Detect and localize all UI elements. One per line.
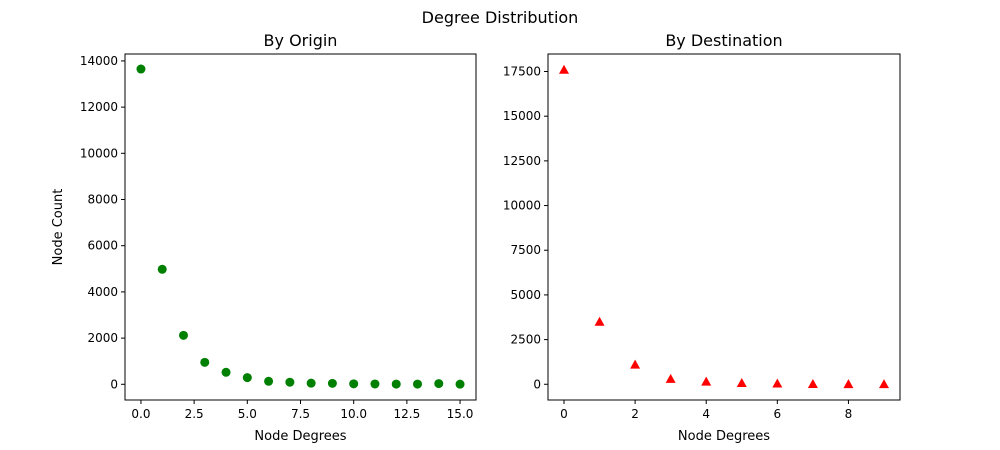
destination-x-tick-label: 2 <box>631 407 639 421</box>
origin-data-point <box>455 379 465 389</box>
origin-data-point <box>200 357 210 367</box>
origin-y-tick-label: 12000 <box>80 100 118 114</box>
origin-x-axis-label: Node Degrees <box>254 429 346 444</box>
origin-data-point <box>136 64 146 74</box>
destination-x-tick-label: 4 <box>702 407 710 421</box>
origin-x-tick-label: 12.5 <box>394 407 421 421</box>
destination-y-tick-label: 10000 <box>503 199 541 213</box>
origin-data-point <box>242 373 252 383</box>
origin-x-tick-label: 7.5 <box>291 407 310 421</box>
destination-x-tick-label: 6 <box>774 407 782 421</box>
destination-x-axis-label: Node Degrees <box>678 429 770 444</box>
destination-y-tick-label: 2500 <box>510 333 541 347</box>
origin-x-tick-label: 15.0 <box>447 407 474 421</box>
destination-y-tick-label: 0 <box>533 377 541 391</box>
destination-y-tick-label: 5000 <box>510 288 541 302</box>
origin-data-point <box>370 379 380 389</box>
destination-panel-title: By Destination <box>665 31 782 50</box>
origin-x-tick-label: 2.5 <box>185 407 204 421</box>
by-destination-panel: By Destination 0 2 4 6 8 0 2500 5000 7500 10000 125… <box>503 31 901 444</box>
destination-x-tick-label: 0 <box>560 407 568 421</box>
origin-y-tick-label: 2000 <box>87 331 118 345</box>
destination-y-tick-label: 12500 <box>503 154 541 168</box>
origin-data-point <box>221 367 231 377</box>
destination-y-tick-label: 17500 <box>503 65 541 79</box>
origin-data-point <box>285 377 295 387</box>
origin-y-tick-label: 10000 <box>80 146 118 160</box>
origin-y-axis-label: Node Count <box>51 189 66 266</box>
figure-title: Degree Distribution <box>422 8 579 27</box>
origin-x-tick-label: 5.0 <box>238 407 257 421</box>
origin-y-tick-label: 14000 <box>80 54 118 68</box>
destination-data-point <box>807 379 818 389</box>
origin-data-point <box>179 330 188 340</box>
origin-y-tick-label: 0 <box>110 377 118 391</box>
destination-data-point <box>701 376 712 386</box>
destination-data-point <box>665 373 676 383</box>
origin-data-point <box>349 379 359 389</box>
origin-y-tick-label: 4000 <box>87 285 118 299</box>
destination-x-tick-label: 8 <box>845 407 853 421</box>
origin-y-tick-label: 8000 <box>87 193 118 207</box>
origin-data-point <box>306 378 316 388</box>
origin-y-tick-label: 6000 <box>87 239 118 253</box>
destination-data-point <box>843 379 854 389</box>
destination-data-point <box>594 316 605 326</box>
origin-data-point <box>327 378 337 388</box>
origin-plot-frame <box>124 53 477 401</box>
origin-x-tick-label: 10.0 <box>340 407 367 421</box>
destination-y-tick-label: 7500 <box>510 243 541 257</box>
destination-data-point <box>772 378 783 388</box>
by-origin-panel: By Origin 0.0 2.5 5.0 7.5 10.0 12.5 15.0 0 2000 40… <box>51 31 477 444</box>
origin-data-point <box>434 379 444 389</box>
origin-data-point <box>413 379 422 389</box>
origin-data-point <box>264 376 274 386</box>
destination-y-tick-label: 15000 <box>503 109 541 123</box>
origin-x-tick-label: 0.0 <box>131 407 150 421</box>
destination-data-point <box>879 379 889 389</box>
destination-data-point <box>630 359 641 369</box>
origin-data-point <box>391 379 401 389</box>
origin-panel-title: By Origin <box>264 31 338 50</box>
destination-data-point <box>736 378 747 388</box>
destination-data-point <box>559 64 569 74</box>
destination-plot-frame <box>547 53 901 401</box>
origin-data-point <box>157 264 167 274</box>
